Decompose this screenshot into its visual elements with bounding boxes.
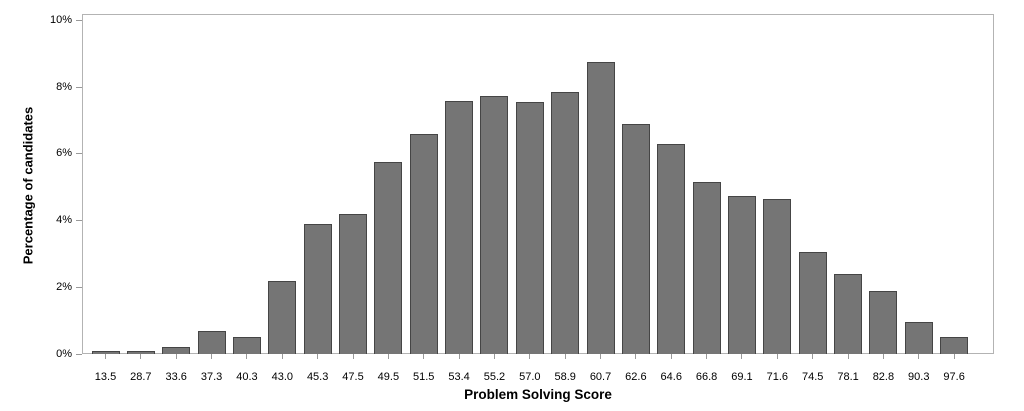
bar <box>374 162 403 354</box>
bar <box>515 102 544 354</box>
x-tick-mark <box>564 354 566 359</box>
bar <box>904 322 933 354</box>
x-tick-mark <box>635 354 637 359</box>
x-tick-label: 37.3 <box>200 371 223 383</box>
y-tick-mark <box>76 20 82 21</box>
bar <box>162 347 191 354</box>
x-tick-label: 45.3 <box>306 371 329 383</box>
x-tick-mark <box>423 354 425 359</box>
bar <box>126 350 155 354</box>
x-tick-mark <box>105 354 106 359</box>
x-tick-mark <box>317 354 319 359</box>
x-tick-label: 53.4 <box>448 371 470 383</box>
bar <box>339 213 368 354</box>
y-tick-mark <box>76 86 82 88</box>
x-tick-label: 62.6 <box>625 371 647 383</box>
y-tick-label: 10% <box>49 14 72 26</box>
y-tick-mark <box>76 353 82 355</box>
x-tick-mark <box>175 354 177 359</box>
y-tick-mark <box>76 286 82 288</box>
x-tick-mark <box>352 354 354 359</box>
bar <box>409 133 438 354</box>
x-tick-label: 43.0 <box>271 371 293 383</box>
y-tick-label: 0% <box>56 347 72 360</box>
bar <box>268 280 297 354</box>
x-tick-label: 55.2 <box>483 371 506 383</box>
x-tick-label: 57.0 <box>519 371 541 383</box>
bar <box>727 195 756 354</box>
x-tick-label: 60.7 <box>589 371 612 383</box>
bar <box>657 143 686 354</box>
x-tick-label: 40.3 <box>236 371 258 383</box>
bar <box>621 123 650 354</box>
x-tick-mark <box>529 354 531 359</box>
bar <box>940 337 969 354</box>
y-tick-label: 4% <box>56 214 72 227</box>
x-tick-mark <box>882 354 884 359</box>
x-tick-label: 13.5 <box>94 371 117 383</box>
bar <box>869 290 898 354</box>
bar <box>480 95 509 354</box>
x-tick-mark <box>246 354 248 359</box>
x-tick-mark <box>953 354 955 359</box>
x-tick-mark <box>387 354 389 359</box>
x-tick-mark <box>281 354 283 359</box>
x-tick-label: 97.6 <box>943 371 965 383</box>
bar <box>834 273 863 354</box>
x-tick-mark <box>600 354 602 359</box>
x-tick-label: 58.9 <box>554 371 576 383</box>
x-tick-label: 82.8 <box>872 371 895 383</box>
x-tick-label: 69.1 <box>731 371 753 383</box>
y-tick-label: 2% <box>56 280 72 293</box>
x-tick-label: 47.5 <box>342 371 364 383</box>
x-tick-label: 28.7 <box>130 371 152 383</box>
x-tick-label: 51.5 <box>413 371 435 383</box>
x-tick-mark <box>741 354 743 359</box>
x-tick-mark <box>847 354 849 359</box>
x-tick-label: 74.5 <box>801 371 824 383</box>
bar <box>551 92 580 354</box>
x-axis-title: Problem Solving Score <box>464 387 612 402</box>
x-tick-mark <box>670 354 672 359</box>
y-tick-mark <box>76 220 82 222</box>
bar <box>692 182 721 354</box>
x-tick-mark <box>140 354 142 359</box>
bar <box>232 337 261 354</box>
x-tick-label: 78.1 <box>837 371 859 383</box>
x-tick-label: 64.6 <box>660 371 682 383</box>
x-tick-mark <box>706 354 708 359</box>
x-tick-mark <box>776 354 778 359</box>
y-tick-mark <box>76 153 82 155</box>
x-tick-mark <box>458 354 460 359</box>
x-tick-mark <box>918 354 920 359</box>
y-tick-label: 8% <box>56 80 72 93</box>
bar <box>197 330 226 354</box>
bar <box>763 198 792 354</box>
x-tick-label: 49.5 <box>377 371 400 383</box>
x-tick-mark <box>493 354 495 359</box>
bar <box>445 100 474 354</box>
x-tick-label: 90.3 <box>908 371 930 383</box>
bar <box>586 62 615 354</box>
bar <box>798 252 827 354</box>
x-tick-label: 33.6 <box>165 371 187 383</box>
bar <box>303 223 332 354</box>
x-tick-label: 66.8 <box>695 371 718 383</box>
y-tick-label: 6% <box>56 147 72 160</box>
x-tick-label: 71.6 <box>766 371 789 383</box>
x-tick-mark <box>211 354 213 359</box>
y-axis-title: Percentage of candidates <box>20 106 36 265</box>
x-tick-mark <box>812 354 814 359</box>
bar <box>91 350 120 354</box>
